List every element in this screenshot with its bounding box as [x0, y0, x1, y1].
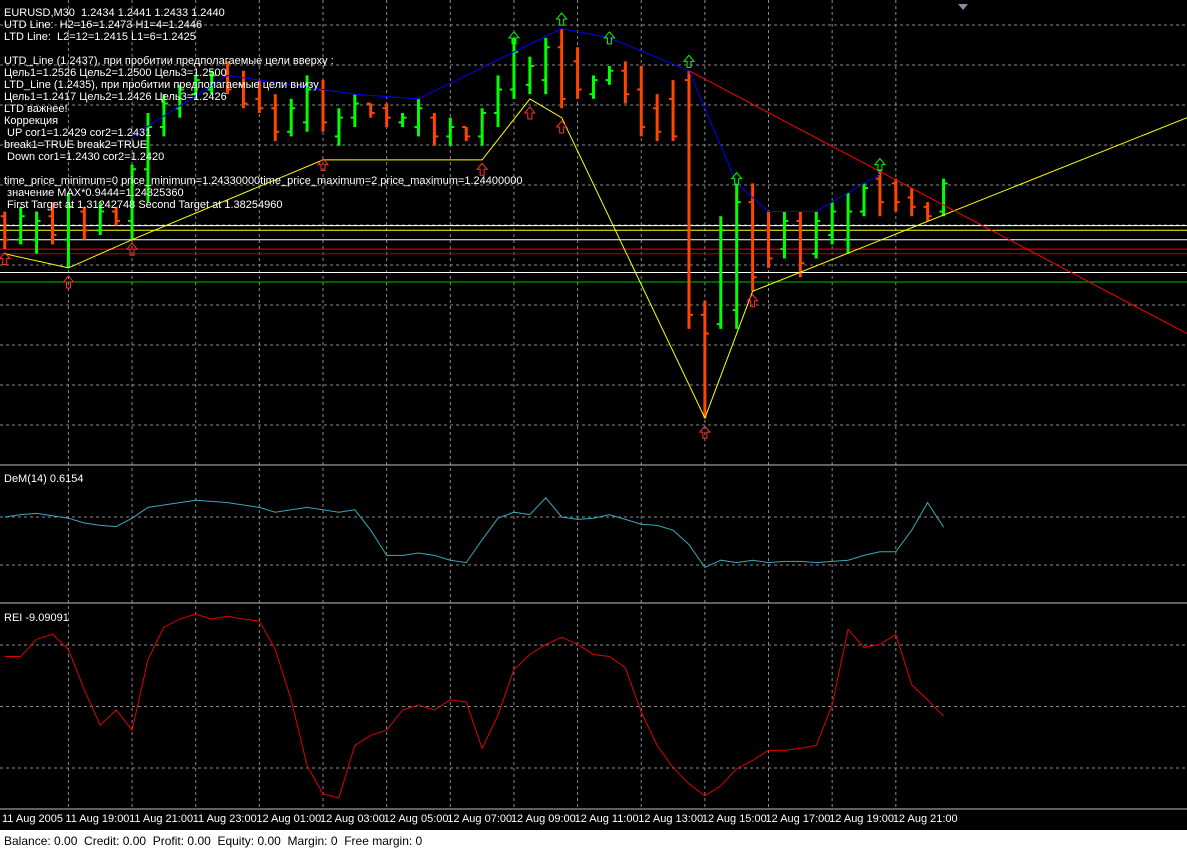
x-tick-label: 12 Aug 13:00 — [638, 813, 703, 825]
annotation: LTD Line: L2=12=1.2415 L1=6=1.2425 — [4, 31, 196, 43]
x-tick-label: 11 Aug 21:00 — [129, 813, 193, 825]
x-tick-label: 12 Aug 07:00 — [447, 813, 512, 825]
annotation: значение MAX*0.9444=1.24325360 — [4, 187, 184, 199]
x-tick-label: 12 Aug 17:00 — [766, 813, 831, 825]
indicator-title: REI -9.09091 — [4, 612, 69, 624]
annotation: Коррекция — [4, 115, 58, 127]
annotation: LTD важнее! — [4, 103, 68, 115]
x-tick-label: 12 Aug 05:00 — [384, 813, 449, 825]
annotation: Цель1=1.2526 Цель2=1.2500 Цель3=1.2500 — [4, 67, 227, 79]
trend-line — [131, 27, 881, 212]
low-arrow — [746, 293, 759, 308]
low-arrow — [698, 425, 711, 439]
chart-background — [0, 0, 1187, 830]
low-arrow — [0, 251, 11, 265]
shift-marker — [958, 4, 968, 10]
annotation: First Target at 1.31242748 Second Target… — [4, 199, 282, 211]
low-arrow — [316, 157, 330, 172]
x-tick-label: 11 Aug 19:00 — [65, 813, 129, 825]
low-arrow — [555, 120, 568, 134]
x-tick-label: 12 Aug 11:00 — [575, 813, 639, 825]
low-arrow — [62, 275, 75, 289]
annotation: Down cor1=1.2430 cor2=1.2420 — [4, 151, 164, 163]
high-arrow — [507, 31, 521, 45]
plots — [0, 12, 1187, 799]
annotation: break1=TRUE break2=TRUE — [4, 139, 147, 151]
annotation: LTD_Line (1.2435), при пробитии предпола… — [4, 79, 319, 91]
low-arrow — [125, 242, 139, 256]
x-tick-label: 12 Aug 01:00 — [256, 813, 321, 825]
high-arrow — [603, 31, 616, 45]
low-arrow — [523, 106, 536, 120]
texts: EURUSD,M30 1.2434 1.2441 1.2433 1.2440UT… — [2, 7, 958, 825]
indicator-title: DeM(14) 0.6154 — [4, 473, 84, 485]
status-background — [0, 830, 1187, 851]
high-arrow — [730, 171, 743, 186]
low-arrow — [476, 162, 489, 176]
status-bar: Balance: 0.00 Credit: 0.00 Profit: 0.00 … — [4, 834, 423, 848]
annotation: UP cor1=1.2429 cor2=1.2431 — [4, 127, 151, 139]
high-arrow — [682, 54, 696, 68]
indicator-line — [4, 497, 945, 569]
annotation: UTD_Line (1.2437), при пробитии предпола… — [4, 55, 334, 67]
grid — [0, 0, 1187, 809]
x-tick-label: 12 Aug 09:00 — [511, 813, 576, 825]
high-arrow — [873, 157, 886, 172]
annotation: UTD Line: H2=16=1.2473 H1=4=1.2446 — [4, 19, 202, 31]
x-tick-label: 11 Aug 2005 — [2, 813, 63, 825]
x-tick-label: 12 Aug 15:00 — [702, 813, 767, 825]
x-tick-label: 11 Aug 23:00 — [193, 813, 257, 825]
high-arrow — [555, 12, 568, 26]
trend-line — [4, 98, 1187, 420]
x-tick-label: 12 Aug 21:00 — [893, 813, 958, 825]
chart-title: EURUSD,M30 1.2434 1.2441 1.2433 1.2440 — [4, 7, 225, 19]
trend-line — [688, 70, 1187, 335]
annotation: Цель1=1.2417 Цель2=1.2426 Цель3=1.2426 — [4, 91, 227, 103]
annotation: time_price_minimum=0 price_minimum=1.243… — [4, 175, 522, 187]
x-tick-label: 12 Aug 19:00 — [829, 813, 894, 825]
indicator-line — [4, 613, 944, 799]
x-tick-label: 12 Aug 03:00 — [320, 813, 385, 825]
